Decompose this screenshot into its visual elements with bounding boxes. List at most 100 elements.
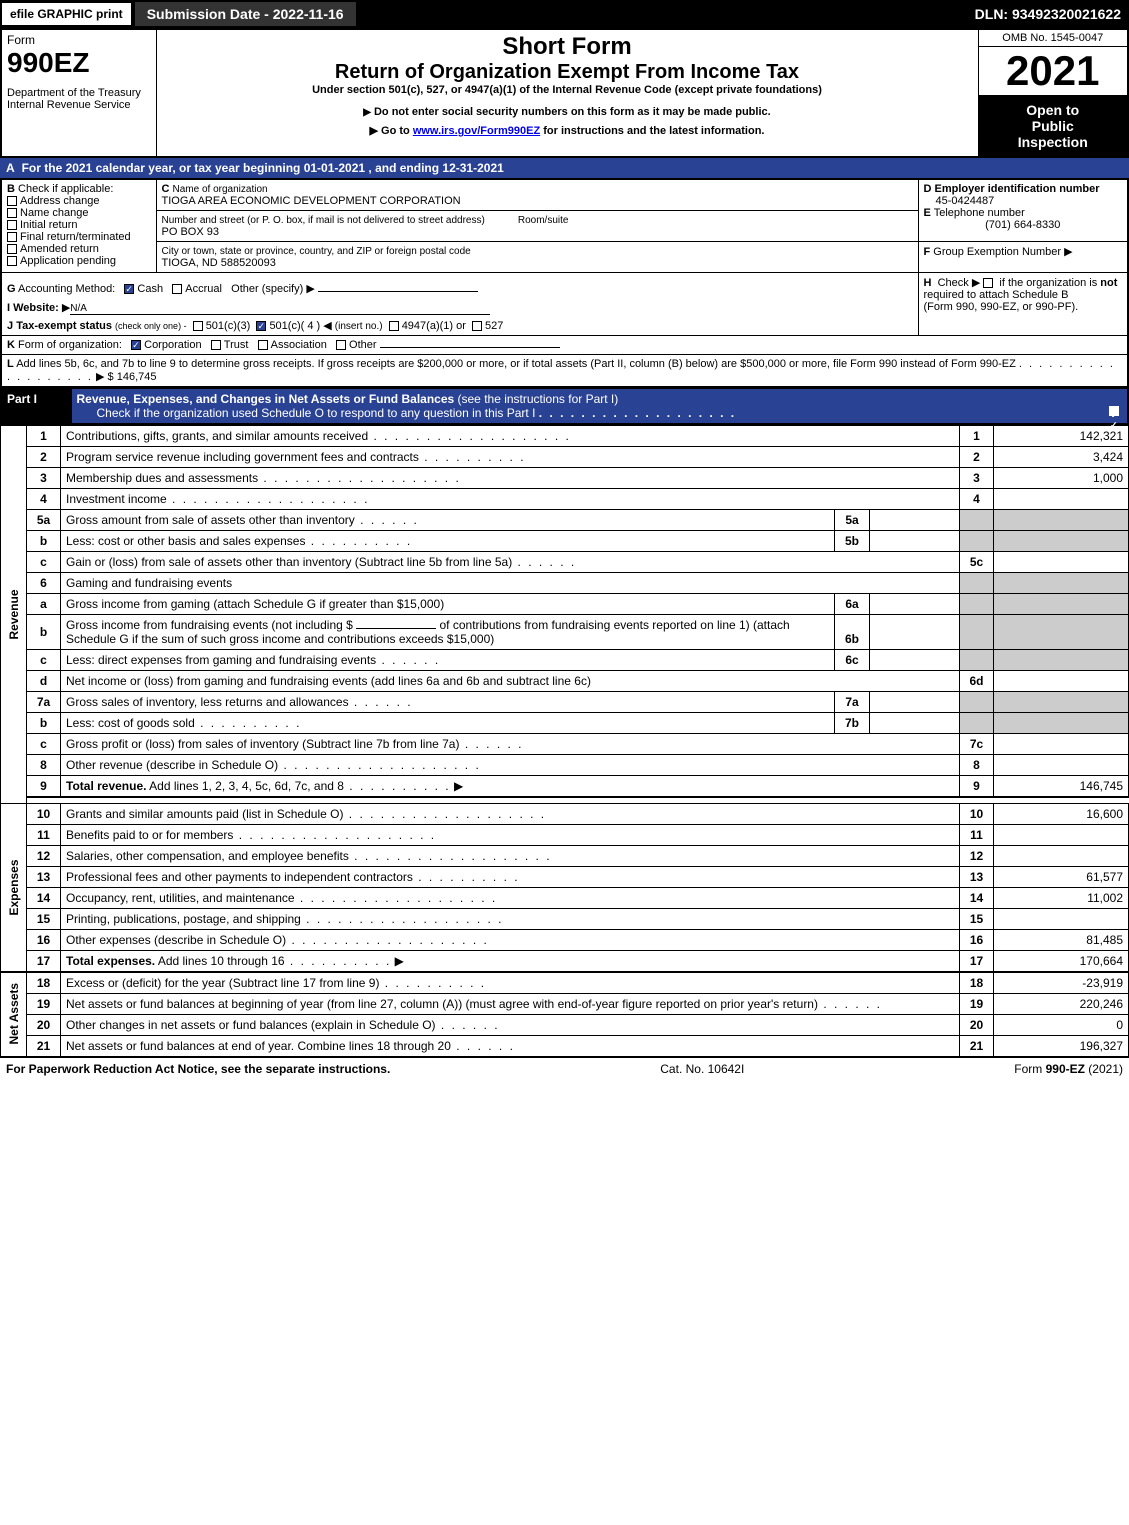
dots-icon [512,555,576,569]
k-assoc: Association [271,339,327,351]
l7at: Gross sales of inventory, less returns a… [66,695,349,709]
fr-b: 990-EZ [1046,1062,1085,1076]
dots-icon [349,695,413,709]
amended-return-checkbox[interactable] [7,244,17,254]
final-return-checkbox[interactable] [7,232,17,242]
l11t: Benefits paid to or for members [66,828,233,842]
contrib-blank[interactable] [356,628,436,629]
line-num: 5a [27,510,61,531]
line-text: Grants and similar amounts paid (list in… [61,803,960,824]
l-text: Add lines 5b, 6c, and 7b to line 9 to de… [16,358,1016,370]
dots-icon [343,807,546,821]
l14t: Occupancy, rent, utilities, and maintena… [66,891,295,905]
org-name: TIOGA AREA ECONOMIC DEVELOPMENT CORPORAT… [162,195,461,207]
corp-checkbox[interactable] [131,340,141,350]
goto-link[interactable]: www.irs.gov/Form990EZ [413,125,540,137]
l5bt: Less: cost or other basis and sales expe… [66,534,305,548]
line-text: Gross income from gaming (attach Schedul… [61,594,835,615]
l19t: Net assets or fund balances at beginning… [66,997,818,1011]
k-other: Other [349,339,377,351]
schedule-o-checkbox[interactable]: ✓ [1109,406,1119,416]
sub-val [870,650,960,671]
527-checkbox[interactable] [472,321,482,331]
other-org-blank[interactable] [380,347,560,348]
b-addr: Address change [20,195,100,207]
line-num: 19 [27,993,61,1014]
501c-checkbox[interactable] [256,321,266,331]
line-ref: 20 [960,1014,994,1035]
dots-icon [539,406,736,420]
dots-icon [818,997,882,1011]
goto-pre: Go to [381,125,413,137]
address-change-checkbox[interactable] [7,196,17,206]
line-num: 14 [27,887,61,908]
line-val [994,650,1129,671]
section-k: K Form of organization: Corporation Trus… [1,336,1128,355]
l15t: Printing, publications, postage, and shi… [66,912,301,926]
line-text: Net assets or fund balances at beginning… [61,993,960,1014]
l4t: Investment income [66,492,167,506]
b-amended: Amended return [20,243,99,255]
other-blank[interactable] [318,291,478,292]
accrual-checkbox[interactable] [172,284,182,294]
c-label: Name of organization [173,184,268,195]
dln: DLN: 93492320021622 [967,2,1129,26]
l12t: Salaries, other compensation, and employ… [66,849,349,863]
line-ref: 13 [960,866,994,887]
c-prefix: C [162,183,170,195]
l13t: Professional fees and other payments to … [66,870,413,884]
expenses-label: Expenses [1,803,27,972]
line-text: Total revenue. Add lines 1, 2, 3, 4, 5c,… [61,776,960,798]
l2t: Program service revenue including govern… [66,450,419,464]
line-text: Gross income from fundraising events (no… [61,615,835,650]
initial-return-checkbox[interactable] [7,220,17,230]
b-pending: Application pending [20,255,116,267]
dots-icon [376,653,440,667]
4947-checkbox[interactable] [389,321,399,331]
assoc-checkbox[interactable] [258,340,268,350]
dots-icon [301,912,504,926]
h-t3: required to attach Schedule B [924,289,1069,301]
line-val [994,824,1129,845]
part1-title-cell: Revenue, Expenses, and Changes in Net As… [71,389,1128,425]
d-prefix: D [924,183,932,195]
line-val [994,615,1129,650]
line-ref: 14 [960,887,994,908]
dots-icon [459,737,523,751]
line-val: 220,246 [994,993,1129,1014]
501c3-checkbox[interactable] [193,321,203,331]
dots-icon [278,758,481,772]
cash-checkbox[interactable] [124,284,134,294]
line-text: Excess or (deficit) for the year (Subtra… [61,972,960,994]
lines-table: Revenue 1 Contributions, gifts, grants, … [0,425,1129,1057]
l17t2: Add lines 10 through 16 [155,954,284,968]
sched-b-checkbox[interactable] [983,278,993,288]
line-ref [960,692,994,713]
line-val [994,734,1129,755]
trust-checkbox[interactable] [211,340,221,350]
line-val [994,531,1129,552]
line-text: Gross sales of inventory, less returns a… [61,692,835,713]
j-o2b: (insert no.) [335,321,383,332]
line-val [994,692,1129,713]
name-change-checkbox[interactable] [7,208,17,218]
g-accrual: Accrual [185,283,222,295]
line-ref [960,615,994,650]
j-sub: (check only one) - [115,321,187,331]
line-ref: 3 [960,468,994,489]
j-o2: 501(c)( 4 ) [269,320,320,332]
line-text: Less: direct expenses from gaming and fu… [61,650,835,671]
line-num: 10 [27,803,61,824]
part1-label: Part I [1,389,71,425]
line-val: 142,321 [994,426,1129,447]
application-pending-checkbox[interactable] [7,256,17,266]
title-cell: Short Form Return of Organization Exempt… [156,29,978,157]
room-label: Room/suite [518,215,569,226]
l6ct: Less: direct expenses from gaming and fu… [66,653,376,667]
line-num: 20 [27,1014,61,1035]
k-corp: Corporation [144,339,201,351]
line-ref: 9 [960,776,994,798]
l10t: Grants and similar amounts paid (list in… [66,807,343,821]
other-org-checkbox[interactable] [336,340,346,350]
form-number: 990EZ [7,47,151,79]
